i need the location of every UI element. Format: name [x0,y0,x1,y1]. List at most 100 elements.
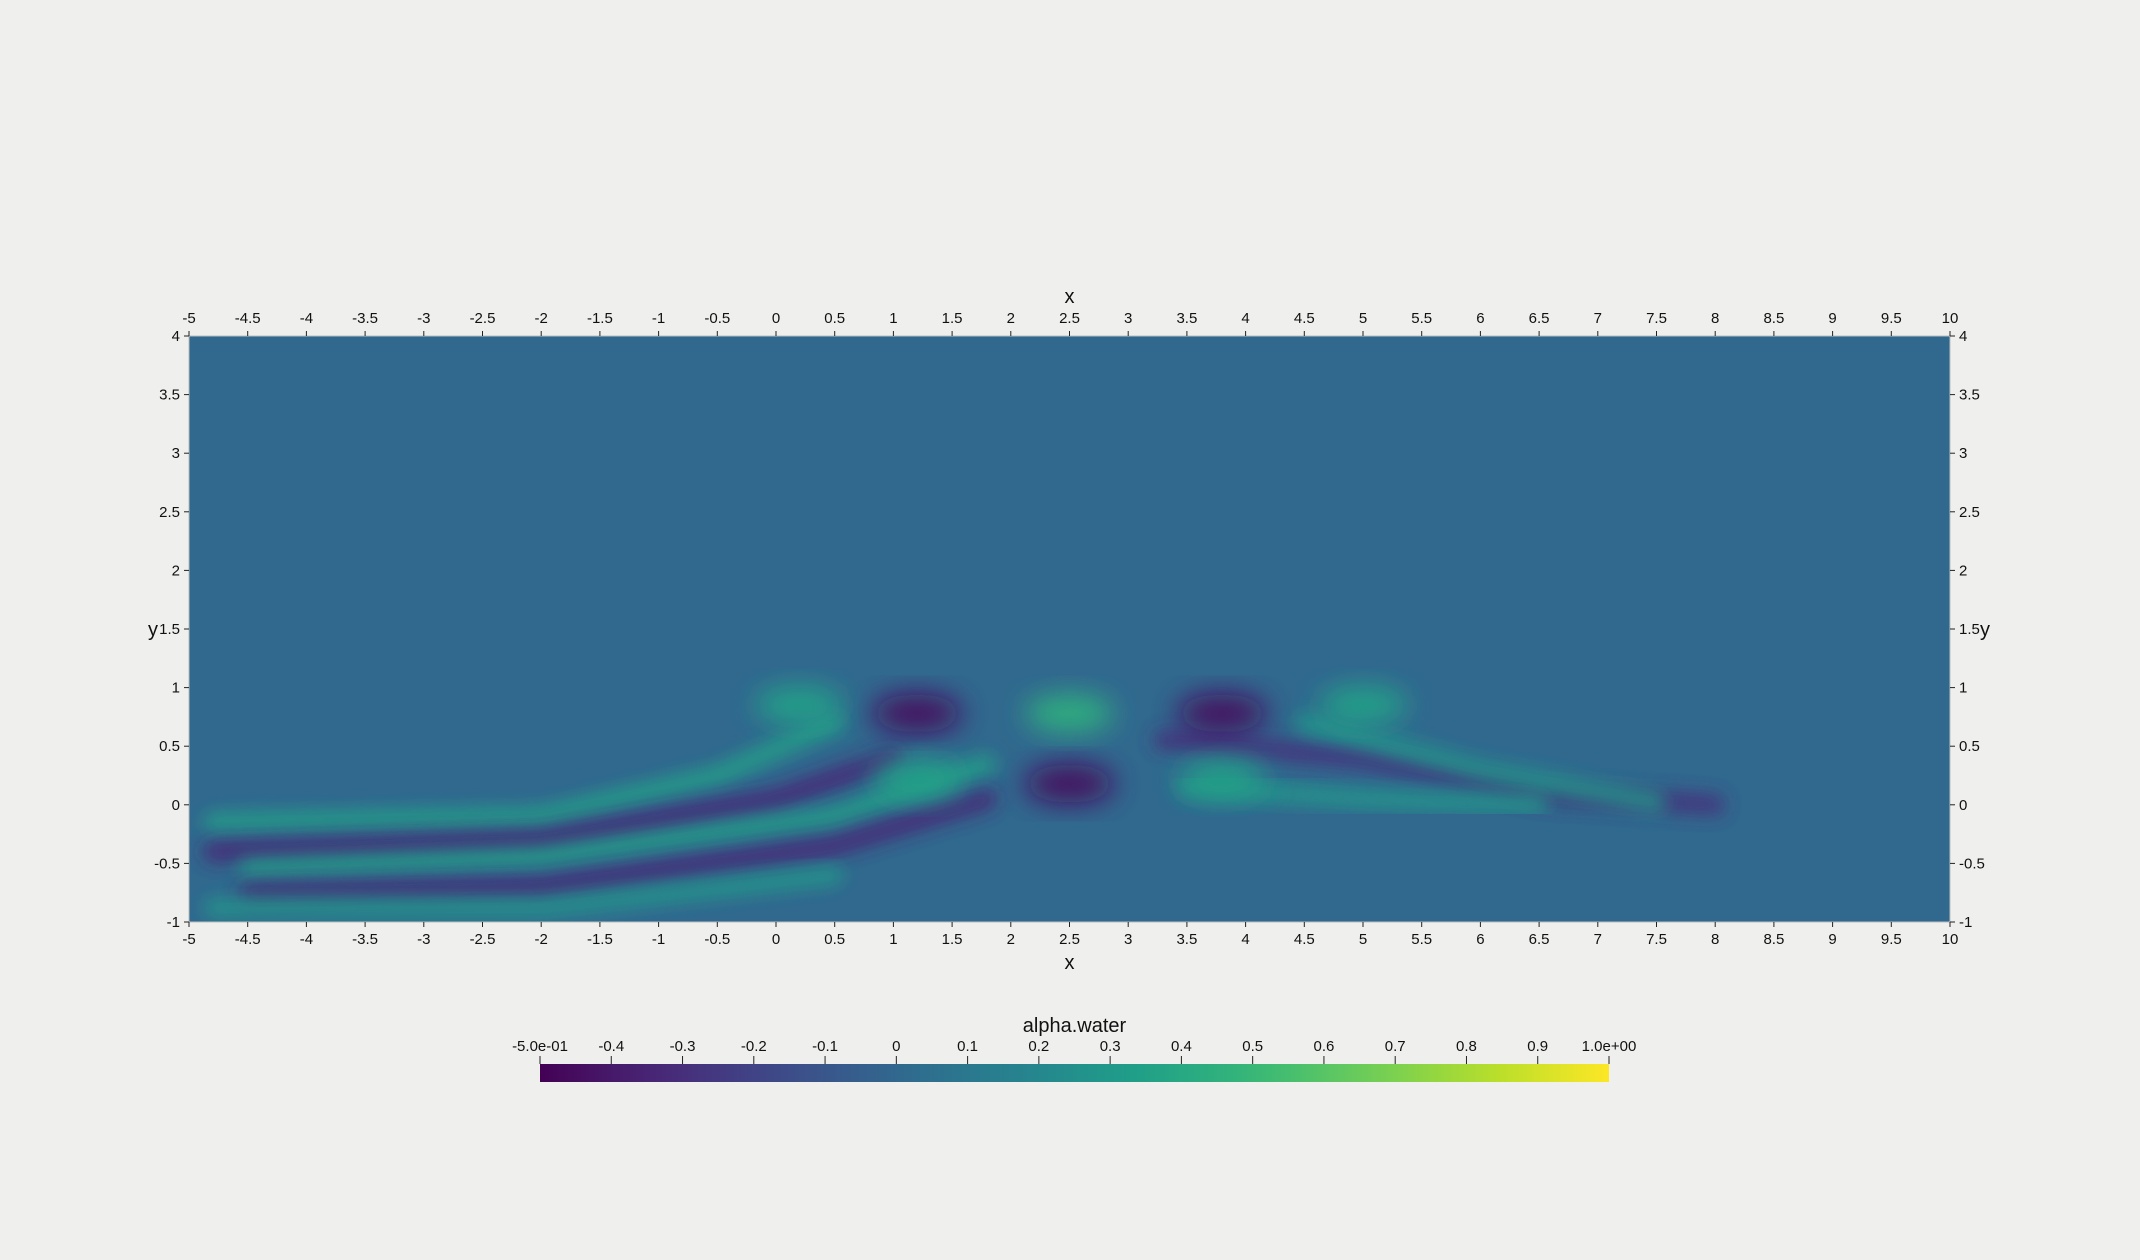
x-tick-label-bottom: 5.5 [1411,931,1432,948]
field-blob-3 [754,686,845,724]
x-tick-label-bottom: -0.5 [704,931,730,948]
y-axis-label-left: y [148,619,158,641]
x-tick-label-bottom: 1 [889,931,897,948]
field-features [203,686,1725,918]
y-tick-label-left: 4 [172,328,180,345]
x-tick-label-bottom: 0.5 [824,931,845,948]
x-tick-label-top: 5.5 [1411,310,1432,327]
x-tick-label-bottom: 2.5 [1059,931,1080,948]
y-tick-label-right: 2.5 [1959,504,1980,521]
x-tick-label-bottom: 7 [1594,931,1602,948]
x-axis-label-bottom: x [1065,952,1075,974]
x-tick-label-bottom: -4 [300,931,313,948]
x-tick-label-bottom: -1.5 [587,931,613,948]
x-tick-label-top: -2.5 [470,310,496,327]
x-tick-label-top: 8.5 [1763,310,1784,327]
x-tick-label-bottom: 6 [1476,931,1484,948]
x-tick-label-top: 7 [1594,310,1602,327]
y-tick-label-left: 2 [172,562,180,579]
colorbar-tick-label: 0.6 [1314,1038,1335,1055]
x-tick-label-top: 4.5 [1294,310,1315,327]
x-tick-label-top: 0 [772,310,780,327]
field-blob-6 [872,760,962,798]
colorbar-gradient [540,1064,1609,1082]
x-tick-label-top: 6.5 [1529,310,1550,327]
x-tick-label-top: 2.5 [1059,310,1080,327]
x-tick-label-bottom: 4 [1241,931,1249,948]
y-axis-label-right: y [1980,619,1990,641]
colorbar-tick-label: 0.1 [957,1038,978,1055]
x-tick-label-bottom: 5 [1359,931,1367,948]
x-tick-label-bottom: 6.5 [1529,931,1550,948]
colorbar-tick-label: -0.3 [670,1038,696,1055]
y-tick-label-left: 1.5 [159,621,180,638]
x-tick-label-top: 3 [1124,310,1132,327]
colorbar-tick-label: 0.5 [1242,1038,1263,1055]
y-tick-label-left: -0.5 [154,855,180,872]
colorbar-tick-label: 0.7 [1385,1038,1406,1055]
x-tick-label-bottom: -5 [182,931,195,948]
x-tick-label-top: 4 [1241,310,1249,327]
y-tick-label-left: 3 [172,445,180,462]
x-tick-label-bottom: 2 [1007,931,1015,948]
x-tick-label-bottom: 9.5 [1881,931,1902,948]
field-band-4 [203,865,845,918]
colorbar-tick-label: -0.2 [741,1038,767,1055]
colorbar-tick-label: 0.4 [1171,1038,1192,1055]
axes: -5 -5 -4.5 -4.5 -4 -4 -3.5 -3.5 -3 -3 -2.5 -2.5 -2 -2… [154,310,1985,948]
x-tick-label-top: -2 [535,310,548,327]
y-tick-label-right: 3 [1959,445,1967,462]
x-axis-label-top: x [1065,286,1075,308]
field-blob-1 [1024,694,1115,733]
colorbar-tick-label: 0 [892,1038,900,1055]
field-blob-2 [1177,694,1267,733]
colorbar-tick-label: -0.4 [598,1038,624,1055]
field-band-3 [238,789,997,903]
x-tick-label-bottom: 4.5 [1294,931,1315,948]
x-tick-label-bottom: 8.5 [1763,931,1784,948]
x-tick-label-top: 5 [1359,310,1367,327]
x-tick-label-top: 0.5 [824,310,845,327]
colorbar-tick-label: 0.8 [1456,1038,1477,1055]
y-tick-label-right: 0 [1959,797,1967,814]
x-tick-label-top: -1 [652,310,665,327]
y-tick-label-right: 2 [1959,562,1967,579]
x-tick-label-top: -3 [417,310,430,327]
y-tick-label-right: 4 [1959,328,1967,345]
x-tick-label-top: 9.5 [1881,310,1902,327]
y-tick-label-right: 1.5 [1959,621,1980,638]
x-tick-label-bottom: 10 [1942,931,1959,948]
field-blob-4 [1318,686,1408,724]
x-tick-label-top: -1.5 [587,310,613,327]
x-tick-label-bottom: -4.5 [235,931,261,948]
y-tick-label-left: 3.5 [159,387,180,404]
y-tick-label-left: 0.5 [159,738,180,755]
x-tick-label-top: -4.5 [235,310,261,327]
field-blob-5 [1024,764,1115,803]
y-tick-label-left: 0 [172,797,180,814]
field-band-0 [203,713,845,832]
x-tick-label-bottom: -3 [417,931,430,948]
plot-area [188,335,1951,923]
x-tick-label-bottom: 9 [1828,931,1836,948]
x-tick-label-top: 1.5 [942,310,963,327]
colorbar-tick-label: -5.0e-01 [512,1038,568,1055]
x-tick-label-bottom: -2.5 [470,931,496,948]
x-tick-label-bottom: 8 [1711,931,1719,948]
x-tick-label-top: 8 [1711,310,1719,327]
y-tick-label-right: 3.5 [1959,387,1980,404]
field-blob-0 [872,694,962,733]
x-tick-label-top: -4 [300,310,313,327]
x-tick-label-bottom: -3.5 [352,931,378,948]
x-tick-label-bottom: 1.5 [942,931,963,948]
field-band-1 [203,748,903,862]
y-tick-label-left: 1 [172,680,180,697]
x-tick-label-bottom: 7.5 [1646,931,1667,948]
x-tick-label-top: 3.5 [1176,310,1197,327]
colorbar: alpha.water -5.0e-01 -0.4 -0.3 -0.2 -0.1 0 0.1… [512,1015,1636,1082]
x-tick-label-top: 10 [1942,310,1959,327]
x-tick-label-top: 9 [1828,310,1836,327]
field-blob-7 [1177,760,1267,798]
colorbar-tick-label: -0.1 [812,1038,838,1055]
x-tick-label-top: 6 [1476,310,1484,327]
